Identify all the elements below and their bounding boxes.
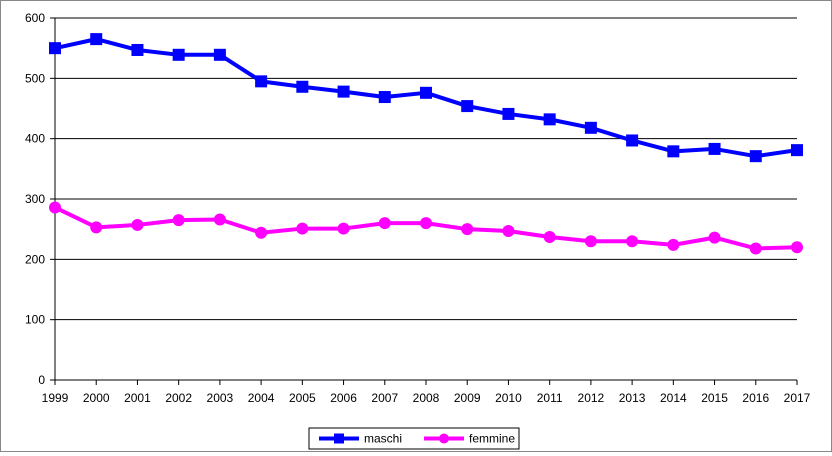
data-point-femmine xyxy=(255,226,268,239)
data-point-maschi xyxy=(502,107,515,120)
x-tick-label: 2009 xyxy=(454,391,481,405)
data-point-femmine xyxy=(667,238,680,251)
data-point-maschi xyxy=(49,42,61,55)
x-tick-label: 2013 xyxy=(619,391,646,405)
x-tick-label: 2015 xyxy=(701,391,728,405)
legend-box xyxy=(308,427,520,450)
data-point-maschi xyxy=(791,144,803,157)
x-tick-label: 2010 xyxy=(495,391,522,405)
data-point-maschi xyxy=(378,91,391,104)
y-tick-label: 200 xyxy=(25,252,45,266)
data-point-maschi xyxy=(420,86,432,99)
axes xyxy=(50,17,798,385)
data-point-maschi xyxy=(708,142,721,155)
x-tick-label: 2016 xyxy=(742,391,769,405)
series xyxy=(49,33,803,255)
x-tick-labels: 1999 2000 2001 2002 2003 2004 2005 2006 2007 2008… xyxy=(42,391,811,405)
x-tick-label: 1999 xyxy=(42,391,69,405)
data-point-femmine xyxy=(502,224,515,237)
data-point-femmine xyxy=(584,235,597,248)
x-tick-label: 2003 xyxy=(207,391,234,405)
data-point-femmine xyxy=(213,213,226,226)
legend: maschi femmine xyxy=(308,427,520,450)
x-tick-label: 2001 xyxy=(124,391,151,405)
data-point-femmine xyxy=(337,222,350,235)
data-point-femmine xyxy=(791,241,803,254)
data-point-maschi xyxy=(90,33,103,46)
data-point-maschi xyxy=(213,48,226,61)
x-tick-label: 2011 xyxy=(537,391,563,405)
legend-label-femmine: femmine xyxy=(469,432,515,446)
y-tick-label: 100 xyxy=(25,313,45,327)
y-tick-labels: 0 100 200 300 400 500 600 xyxy=(25,11,45,387)
data-point-femmine xyxy=(49,201,61,214)
x-tick-label: 2006 xyxy=(330,391,357,405)
data-point-maschi xyxy=(255,75,268,88)
data-point-femmine xyxy=(708,231,721,244)
data-point-maschi xyxy=(667,145,680,158)
data-point-femmine xyxy=(90,221,103,234)
y-tick-label: 600 xyxy=(25,11,45,25)
x-tick-label: 2014 xyxy=(660,391,687,405)
data-point-maschi xyxy=(626,134,639,147)
legend-marker-maschi xyxy=(334,433,344,444)
x-tick-label: 2012 xyxy=(578,391,605,405)
gridlines xyxy=(55,17,797,321)
x-tick-label: 2005 xyxy=(289,391,316,405)
x-tick-label: 2007 xyxy=(371,391,398,405)
data-point-maschi xyxy=(584,121,597,134)
legend-marker-femmine xyxy=(439,433,449,444)
data-point-femmine xyxy=(749,242,762,255)
data-point-femmine xyxy=(131,218,144,231)
data-point-femmine xyxy=(296,222,309,235)
data-point-femmine xyxy=(420,217,432,230)
data-point-femmine xyxy=(378,217,391,230)
x-tick-label: 2017 xyxy=(784,391,811,405)
x-tick-label: 2002 xyxy=(165,391,192,405)
data-point-femmine xyxy=(626,235,639,248)
data-point-femmine xyxy=(172,214,185,227)
x-tick-label: 2004 xyxy=(248,391,275,405)
data-point-maschi xyxy=(337,85,350,98)
data-point-maschi xyxy=(131,43,144,56)
x-tick-label: 2000 xyxy=(83,391,110,405)
y-tick-label: 0 xyxy=(38,373,45,387)
y-tick-label: 400 xyxy=(25,132,45,146)
data-point-maschi xyxy=(461,100,474,113)
y-tick-label: 500 xyxy=(25,71,45,85)
data-point-maschi xyxy=(749,150,762,163)
data-point-maschi xyxy=(172,48,185,61)
data-point-maschi xyxy=(543,113,556,126)
legend-label-maschi: maschi xyxy=(364,432,402,446)
data-point-maschi xyxy=(296,80,309,93)
data-point-femmine xyxy=(543,231,556,244)
data-point-femmine xyxy=(461,223,474,236)
x-tick-label: 2008 xyxy=(413,391,440,405)
y-tick-label: 300 xyxy=(25,192,45,206)
